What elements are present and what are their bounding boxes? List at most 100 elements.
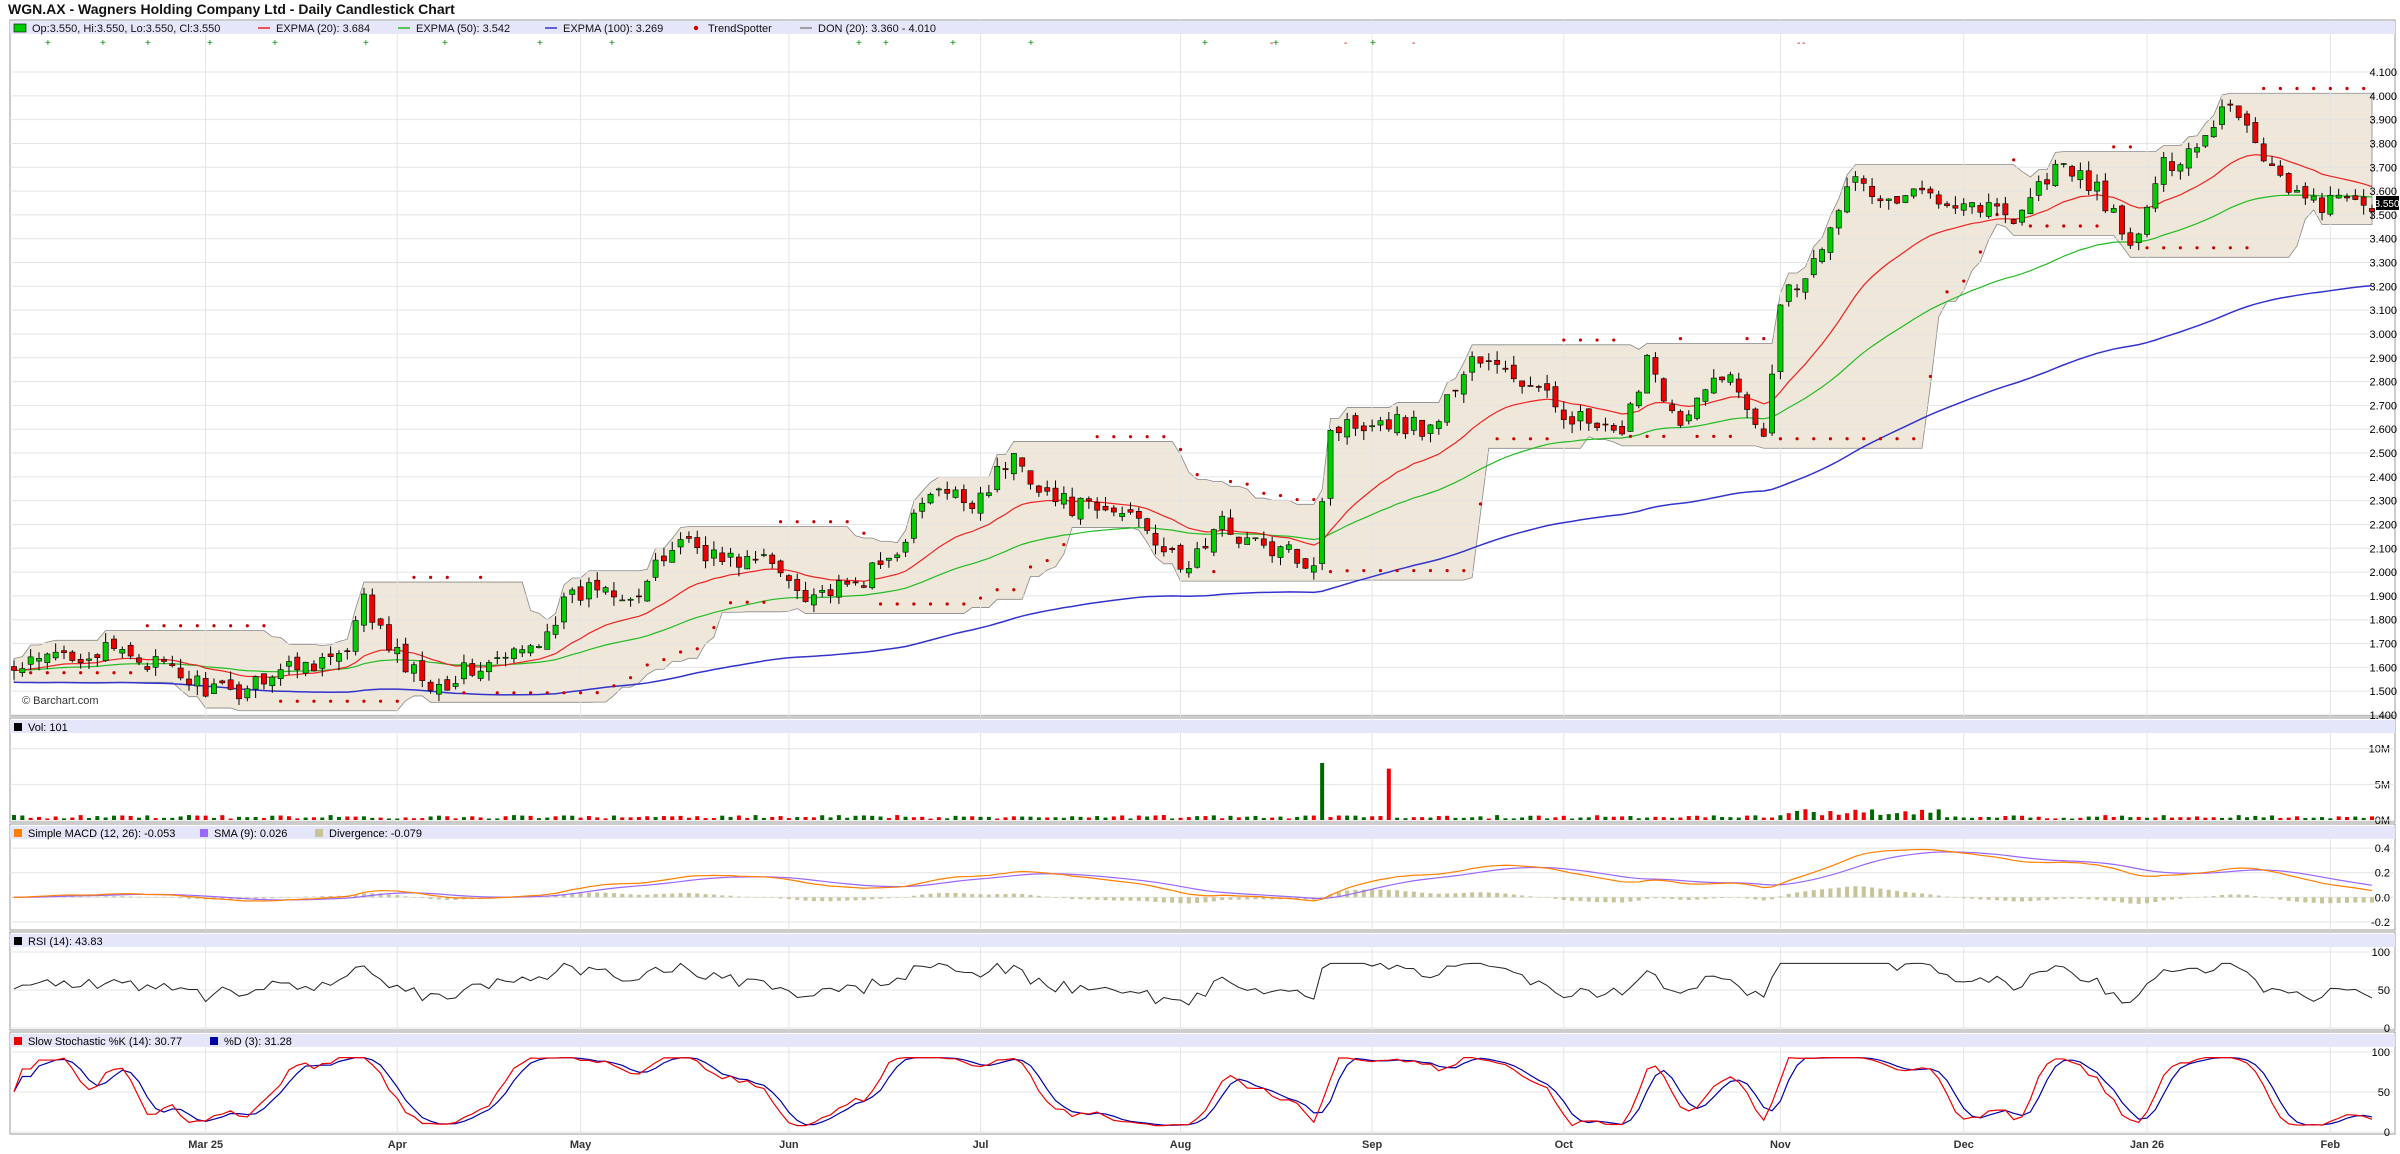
candle-body	[2235, 105, 2242, 118]
signal-marker: -	[1802, 38, 1805, 49]
candle-body	[1485, 360, 1492, 362]
signal-marker: +	[1273, 38, 1279, 49]
macd-divergence-bar	[636, 894, 641, 898]
candle-body	[1877, 198, 1884, 202]
signal-marker: +	[950, 38, 956, 49]
candle-body	[719, 552, 726, 562]
candle-body	[1552, 386, 1559, 408]
macd-divergence-bar	[2353, 897, 2358, 903]
candle-body	[1819, 249, 1825, 262]
volume-bar	[645, 816, 650, 820]
volume-bar	[128, 815, 133, 820]
candle-body	[486, 662, 492, 673]
macd-divergence-bar	[1461, 892, 1466, 898]
volume-bar	[445, 816, 450, 820]
trendspotter-dot	[895, 602, 899, 606]
signal-marker: -	[1797, 38, 1800, 49]
volume-bar	[2353, 816, 2358, 820]
candle-body	[252, 676, 259, 690]
macd-divergence-bar	[1470, 892, 1475, 898]
volume-bar	[2195, 816, 2200, 820]
volume-bar	[1661, 817, 1666, 820]
volume-bar	[786, 817, 791, 820]
trendspotter-dot	[2295, 86, 2299, 91]
volume-bar	[2095, 816, 2100, 820]
volume-bar	[2186, 817, 2191, 820]
candle-body	[1035, 485, 1042, 493]
candle-body	[394, 647, 401, 655]
trendspotter-dot	[862, 531, 866, 535]
candle-body	[1885, 198, 1892, 201]
macd-divergence-bar	[103, 896, 108, 898]
volume-bar	[1878, 814, 1883, 820]
volume-panel	[9, 717, 2396, 823]
volume-bar	[1411, 817, 1416, 820]
trendspotter-dot	[1028, 565, 1033, 569]
macd-divergence-bar	[1695, 897, 1700, 900]
volume-tick-label: 10M	[2369, 744, 2390, 756]
trendspotter-dot	[545, 691, 549, 695]
candle-body	[2010, 219, 2017, 224]
macd-divergence-bar	[1636, 897, 1641, 901]
volume-bar	[1511, 818, 1516, 820]
volume-bar	[486, 818, 491, 820]
candle-body	[502, 656, 509, 659]
trendspotter-dot	[229, 624, 233, 628]
candle-body	[352, 620, 359, 652]
candle-body	[1477, 356, 1484, 364]
volume-bar	[1886, 814, 1891, 820]
trendspotter-dot	[162, 624, 166, 628]
volume-bar	[911, 817, 916, 820]
candle-body	[2185, 148, 2192, 169]
volume-bar	[2111, 817, 2116, 820]
volume-bar	[1786, 813, 1791, 820]
macd-divergence-bar	[411, 897, 416, 898]
macd-divergence-bar	[1295, 897, 1300, 900]
volume-bar	[1861, 812, 1866, 820]
volume-bar	[1086, 817, 1091, 820]
candle-body	[1719, 376, 1725, 381]
volume-bar	[1753, 815, 1758, 820]
volume-bar	[2203, 817, 2208, 820]
volume-bar	[886, 817, 891, 820]
candle-body	[61, 650, 67, 653]
candle-body	[627, 598, 634, 601]
volume-bar	[1361, 817, 1366, 820]
macd-divergence-bar	[911, 895, 916, 898]
volume-bar	[1678, 817, 1683, 820]
macd-divergence-bar	[1145, 897, 1150, 902]
candle-body	[211, 683, 217, 694]
candle-body	[2227, 103, 2234, 106]
macd-divergence-bar	[1711, 897, 1716, 899]
volume-bar	[236, 816, 241, 820]
candle-body	[1369, 425, 1376, 428]
volume-bar	[1470, 817, 1475, 820]
volume-bar	[403, 817, 408, 820]
candle-body	[1344, 419, 1351, 438]
candle-body	[1169, 548, 1176, 550]
volume-bar	[1653, 816, 1658, 820]
candle-body	[452, 683, 459, 687]
trendspotter-dot	[179, 624, 183, 628]
macd-divergence-bar	[886, 897, 891, 899]
candle-body	[1185, 568, 1192, 574]
legend-bar	[10, 720, 2395, 733]
candle-body	[1310, 565, 1317, 573]
macd-divergence-bar	[1745, 897, 1750, 899]
trendspotter-dot	[678, 650, 683, 654]
volume-bar	[195, 815, 200, 820]
macd-divergence-bar	[445, 897, 450, 900]
macd-divergence-bar	[1061, 897, 1066, 899]
candle-body	[2119, 205, 2125, 235]
volume-bar	[1770, 817, 1775, 820]
candle-body	[2094, 181, 2100, 192]
candle-body	[819, 589, 826, 593]
macd-divergence-bar	[903, 897, 908, 898]
volume-bar	[986, 816, 991, 820]
volume-bar	[386, 818, 391, 820]
legend-label: SMA (9): 0.026	[214, 828, 287, 840]
macd-divergence-bar	[686, 893, 691, 898]
trendspotter-dot	[312, 699, 316, 703]
candle-body	[677, 539, 684, 548]
trendspotter-dot	[129, 671, 133, 675]
